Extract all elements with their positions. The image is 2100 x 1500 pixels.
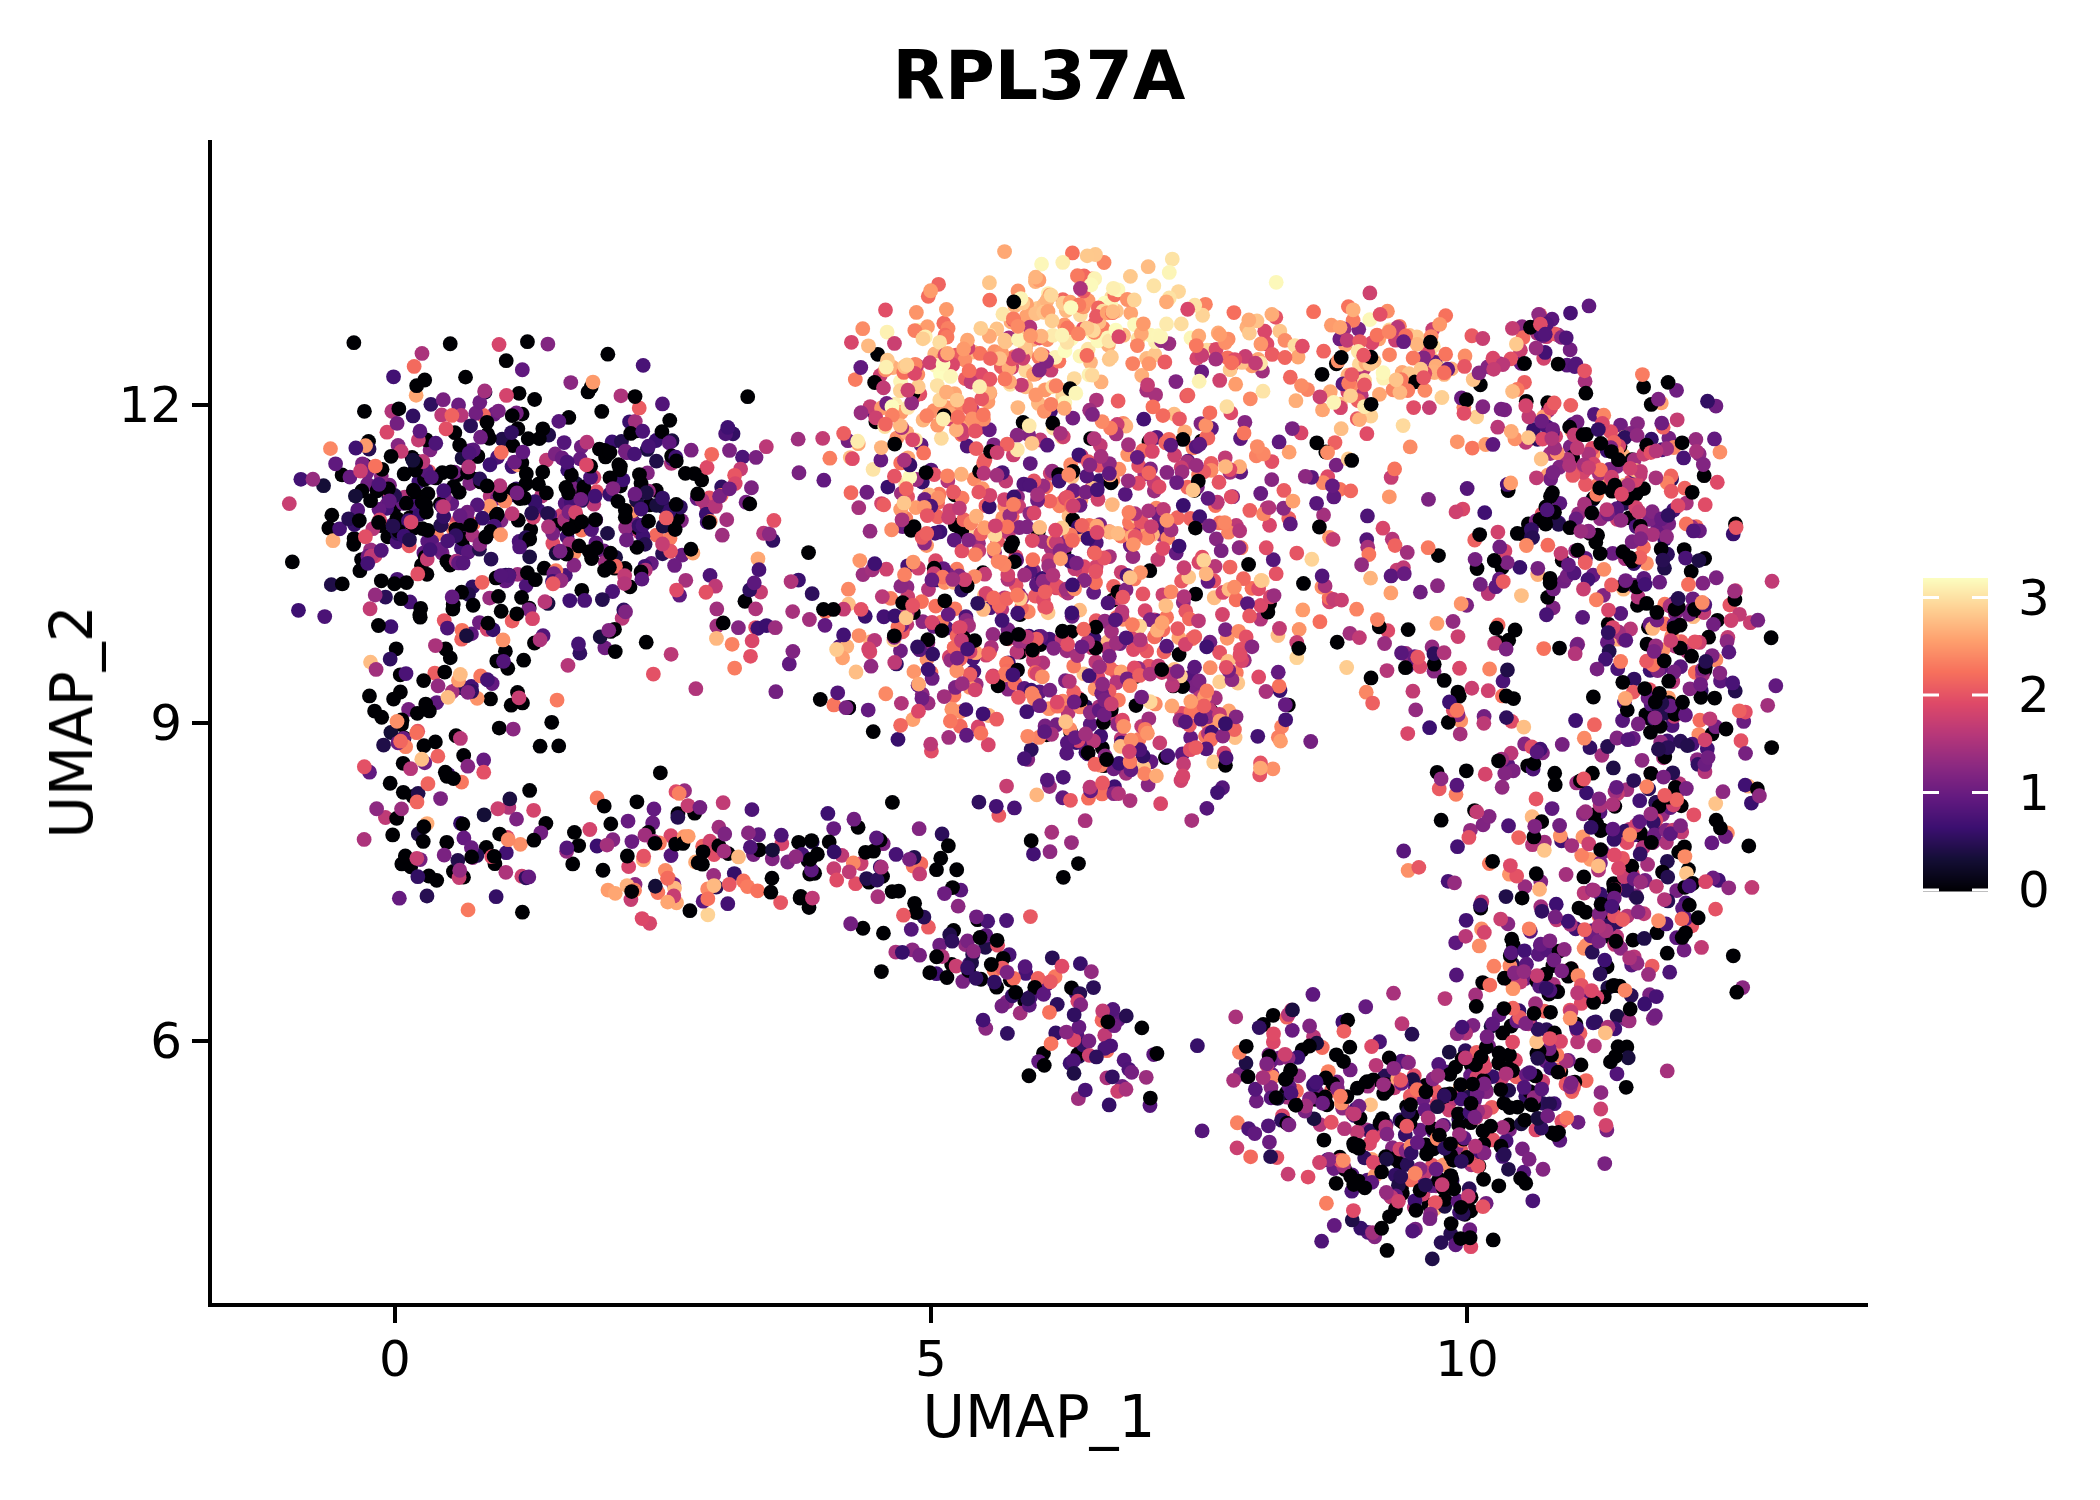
umap-scatter-canvas [0, 0, 2100, 1500]
y-tick-label: 12 [118, 376, 182, 434]
x-tick-label: 10 [1435, 1330, 1499, 1388]
y-axis-title: UMAP_2 [38, 605, 106, 838]
y-tick-label: 9 [150, 694, 182, 752]
x-axis-title: UMAP_1 [922, 1383, 1155, 1451]
colorbar-tick-label: 2 [2018, 666, 2050, 724]
colorbar-tick-label: 3 [2018, 569, 2050, 627]
x-tick-label: 5 [915, 1330, 947, 1388]
plot-title: RPL37A [893, 36, 1186, 115]
x-tick-label: 0 [379, 1330, 411, 1388]
colorbar-tick-label: 0 [2018, 861, 2050, 919]
feature-plot-figure: RPL37A UMAP_1 UMAP_2 051012963210 [0, 0, 2100, 1500]
y-tick-label: 6 [150, 1012, 182, 1070]
colorbar-tick-label: 1 [2018, 764, 2050, 822]
